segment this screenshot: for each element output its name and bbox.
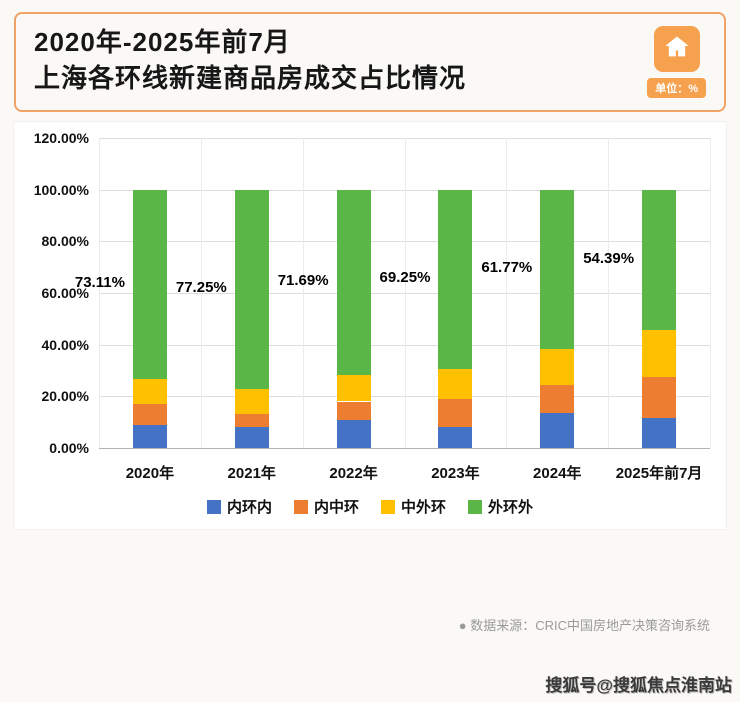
bar-segment	[336, 374, 371, 402]
bar-total-label: 54.39%	[583, 249, 635, 267]
bar-segment	[234, 389, 269, 415]
bar-segment	[642, 376, 677, 419]
y-axis-tick: 80.00%	[41, 233, 89, 250]
y-axis-tick: 20.00%	[41, 388, 89, 405]
bar-segment	[438, 427, 473, 448]
chart-card: 120.00% 100.00% 80.00% 60.00% 40.00% 20.00% 0.…	[14, 122, 726, 529]
legend-label: 内中环	[313, 499, 359, 516]
bar-total-label: 73.11%	[74, 274, 125, 292]
bar-segment	[132, 404, 167, 425]
legend-item: 外环外	[468, 496, 533, 517]
house-icon	[663, 33, 691, 66]
legend-label: 内环内	[226, 499, 272, 516]
title-line-1: 2020年-2025年前7月	[34, 27, 291, 57]
vertical-gridline	[404, 138, 406, 448]
bar-total-label: 71.69%	[277, 272, 329, 290]
bar-segment	[132, 189, 167, 379]
bar-segment	[438, 189, 473, 369]
y-axis-tick: 0.00%	[49, 440, 89, 456]
data-source: ● 数据来源：CRIC中国房地产决策咨询系统	[458, 618, 710, 633]
vertical-gridline	[302, 138, 304, 448]
bar-segment	[336, 189, 371, 375]
y-axis-tick: 40.00%	[41, 336, 89, 353]
x-axis-label: 2022年	[329, 465, 378, 482]
vertical-gridline	[608, 138, 610, 448]
watermark: 搜狐号@搜狐焦点淮南站	[545, 676, 732, 695]
bar-segment	[540, 413, 575, 448]
bar-segment	[336, 401, 371, 420]
y-axis-tick: 100.00%	[33, 181, 89, 198]
page-title: 2020年-2025年前7月 上海各环线新建商品房成交占比情况	[34, 24, 466, 97]
chart-legend: 内环内 内中环 中外环 外环外	[14, 496, 726, 517]
x-axis-label: 2025年前7月	[615, 465, 703, 482]
legend-swatch	[468, 499, 483, 514]
header-right: 单位：%	[647, 26, 706, 98]
bar-total-label: 77.25%	[175, 279, 227, 297]
bar-segment	[540, 189, 575, 350]
legend-swatch	[293, 499, 308, 514]
bar-segment	[234, 414, 269, 428]
legend-swatch	[206, 499, 221, 514]
gridline	[99, 448, 710, 449]
vertical-gridline	[710, 138, 711, 448]
chart-plot: 120.00% 100.00% 80.00% 60.00% 40.00% 20.00% 0.…	[14, 130, 726, 482]
vertical-gridline	[200, 138, 202, 448]
house-logo	[653, 26, 700, 72]
legend-label: 中外环	[401, 499, 447, 516]
bar-total-label: 69.25%	[379, 269, 431, 287]
x-axis-label: 2020年	[125, 465, 175, 482]
vertical-gridline	[506, 138, 508, 448]
unit-badge: 单位：%	[647, 78, 706, 98]
x-axis-label: 2023年	[431, 465, 480, 482]
vertical-gridline	[99, 138, 100, 448]
title-line-2: 上海各环线新建商品房成交占比情况	[34, 63, 467, 94]
bar-segment	[234, 189, 269, 390]
bar-segment	[540, 349, 575, 385]
bar-segment	[642, 418, 677, 448]
x-axis-label: 2021年	[227, 465, 276, 482]
bar-segment	[438, 368, 473, 399]
legend-label: 外环外	[488, 499, 534, 516]
legend-item: 中外环	[381, 496, 446, 517]
bar-segment	[336, 419, 371, 448]
bar-segment	[540, 384, 575, 414]
y-axis-tick: 60.00%	[41, 285, 89, 301]
legend-item: 内环内	[206, 496, 272, 517]
legend-item: 内中环	[293, 496, 359, 517]
bar-total-label: 61.77%	[481, 259, 533, 277]
x-axis-label: 2024年	[533, 465, 582, 482]
y-axis-tick: 120.00%	[33, 130, 89, 146]
bar-segment	[132, 424, 167, 448]
bar-segment	[234, 427, 269, 448]
bar-segment	[642, 330, 677, 377]
bar-segment	[438, 398, 473, 428]
header: 2020年-2025年前7月 上海各环线新建商品房成交占比情况 单位：%	[14, 12, 726, 112]
bar-segment	[642, 189, 677, 331]
legend-swatch	[381, 499, 395, 514]
bar-segment	[132, 378, 167, 405]
